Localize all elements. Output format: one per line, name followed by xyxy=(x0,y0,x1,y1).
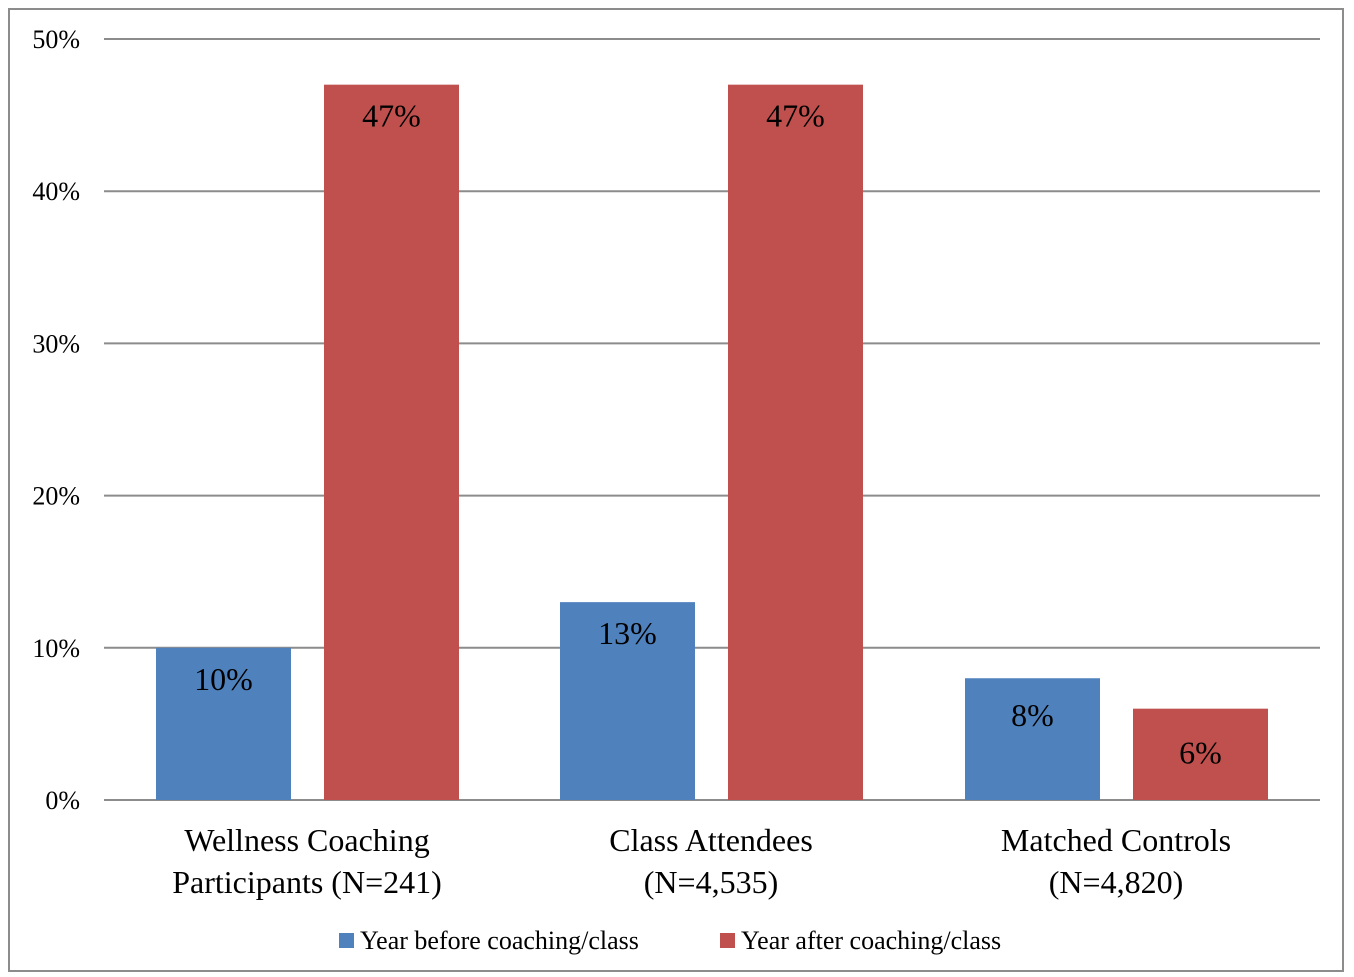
y-tick-label: 50% xyxy=(32,25,80,54)
bar-before-2 xyxy=(965,678,1100,800)
bars xyxy=(156,84,1268,800)
data-label: 6% xyxy=(1179,735,1222,771)
y-tick-label: 10% xyxy=(32,634,80,663)
category-label: Wellness Coaching xyxy=(184,822,429,858)
category-label: Participants (N=241) xyxy=(172,864,442,900)
data-label: 8% xyxy=(1011,697,1054,733)
data-labels: 10% 47% 13% 47% 8% 6% xyxy=(194,98,1222,771)
data-label: 47% xyxy=(766,98,825,134)
y-tick-label: 0% xyxy=(45,786,80,815)
bar-after-1 xyxy=(728,84,863,800)
legend-swatch xyxy=(339,933,354,948)
category-label: Matched Controls xyxy=(1001,822,1231,858)
y-tick-label: 30% xyxy=(32,329,80,358)
category-labels: Wellness Coaching Participants (N=241) Cla… xyxy=(172,822,1231,900)
legend-label: Year before coaching/class xyxy=(360,926,639,955)
legend-label: Year after coaching/class xyxy=(741,926,1001,955)
category-label: Class Attendees xyxy=(609,822,813,858)
y-tick-label: 20% xyxy=(32,482,80,511)
category-label: (N=4,535) xyxy=(644,864,778,900)
data-label: 13% xyxy=(598,615,657,651)
chart-frame xyxy=(8,8,1344,972)
data-label: 47% xyxy=(362,98,421,134)
data-label: 10% xyxy=(194,661,253,697)
bar-before-1 xyxy=(560,602,695,800)
bar-after-0 xyxy=(324,84,459,800)
gridlines xyxy=(104,38,1320,801)
bar-before-0 xyxy=(156,647,291,800)
legend: Year before coaching/class Year after coa… xyxy=(339,926,1001,955)
category-label: (N=4,820) xyxy=(1049,864,1183,900)
legend-swatch xyxy=(720,933,735,948)
y-tick-label: 40% xyxy=(32,177,80,206)
y-axis-ticks: 0% 10% 20% 30% 40% 50% xyxy=(32,25,80,815)
bar-after-2 xyxy=(1133,708,1268,800)
